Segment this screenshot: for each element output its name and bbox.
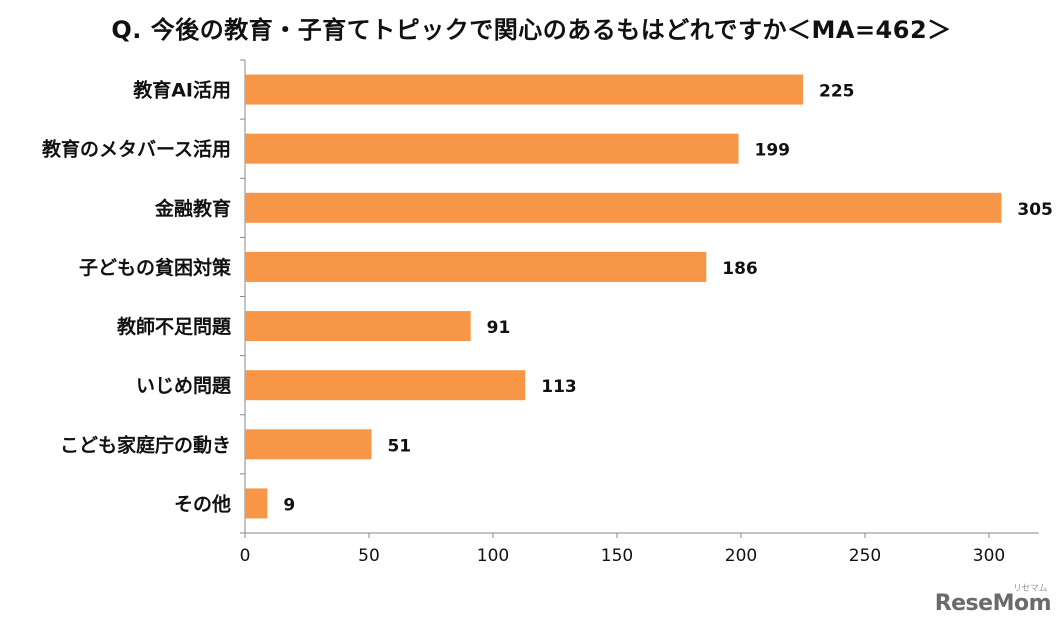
bar: [245, 429, 372, 460]
watermark-sub: リセマム: [1012, 584, 1048, 594]
watermark-text: ReseMom: [934, 591, 1052, 616]
category-label: 子どもの貧困対策: [79, 256, 232, 279]
x-tick-label: 0: [240, 546, 251, 566]
x-tick-label: 150: [601, 546, 633, 566]
category-label: その他: [174, 492, 231, 515]
x-tick-label: 200: [725, 546, 757, 566]
bar: [245, 488, 268, 519]
bar: [245, 192, 1002, 223]
value-label: 91: [487, 318, 511, 338]
bar: [245, 311, 471, 342]
bar: [245, 251, 707, 282]
category-label: 教師不足問題: [117, 315, 232, 338]
value-label: 305: [1017, 200, 1053, 220]
value-label: 9: [283, 495, 295, 515]
category-label: 教育のメタバース活用: [42, 138, 231, 161]
bar: [245, 74, 803, 105]
category-label: 金融教育: [154, 197, 231, 220]
resemom-logo: ReseMom リセマム: [934, 584, 1052, 616]
category-label: こども家庭庁の動き: [60, 433, 231, 456]
chart-title: Q. 今後の教育・子育てトピックで関心のあるもはどれですか＜MA=462＞: [111, 16, 952, 44]
value-label: 51: [387, 436, 411, 456]
value-label: 199: [755, 141, 791, 161]
value-label: 186: [722, 259, 758, 279]
category-label: 教育AI活用: [133, 79, 231, 102]
x-tick-label: 250: [849, 546, 881, 566]
value-label: 113: [541, 377, 577, 397]
value-label: 225: [819, 82, 855, 102]
bar: [245, 370, 526, 401]
bar: [245, 133, 739, 164]
x-tick-label: 50: [358, 546, 380, 566]
x-tick-label: 100: [477, 546, 509, 566]
category-label: いじめ問題: [136, 375, 232, 397]
x-tick-label: 300: [973, 546, 1005, 566]
